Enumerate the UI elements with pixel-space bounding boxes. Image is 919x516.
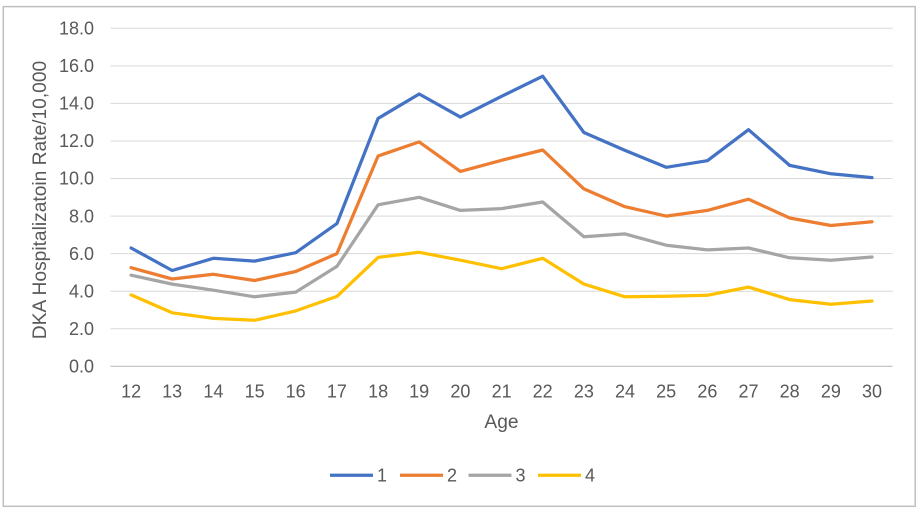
svg-text:18.0: 18.0 [59,19,94,39]
svg-text:0.0: 0.0 [69,357,94,377]
svg-text:23: 23 [574,382,594,402]
svg-text:13: 13 [162,382,182,402]
svg-text:27: 27 [738,382,758,402]
svg-text:2: 2 [447,466,457,486]
svg-text:16.0: 16.0 [59,56,94,76]
svg-text:8.0: 8.0 [69,206,94,226]
svg-text:4.0: 4.0 [69,281,94,301]
svg-text:25: 25 [656,382,676,402]
svg-text:21: 21 [492,382,512,402]
svg-text:DKA Hospitalizatoin Rate/10,00: DKA Hospitalizatoin Rate/10,000 [30,61,51,339]
svg-text:12: 12 [121,382,141,402]
svg-text:16: 16 [286,382,306,402]
svg-text:14: 14 [203,382,223,402]
svg-text:15: 15 [245,382,265,402]
svg-text:2.0: 2.0 [69,319,94,339]
svg-text:26: 26 [697,382,717,402]
svg-text:24: 24 [615,382,635,402]
svg-text:28: 28 [780,382,800,402]
svg-text:18: 18 [368,382,388,402]
svg-text:3: 3 [516,466,526,486]
svg-text:20: 20 [450,382,470,402]
svg-text:10.0: 10.0 [59,169,94,189]
svg-text:30: 30 [862,382,882,402]
svg-text:6.0: 6.0 [69,244,94,264]
svg-text:4: 4 [585,466,595,486]
svg-text:17: 17 [327,382,347,402]
svg-text:14.0: 14.0 [59,94,94,114]
svg-text:29: 29 [821,382,841,402]
svg-text:1: 1 [377,466,387,486]
svg-text:19: 19 [409,382,429,402]
svg-text:12.0: 12.0 [59,131,94,151]
svg-text:Age: Age [484,412,518,433]
svg-text:22: 22 [533,382,553,402]
